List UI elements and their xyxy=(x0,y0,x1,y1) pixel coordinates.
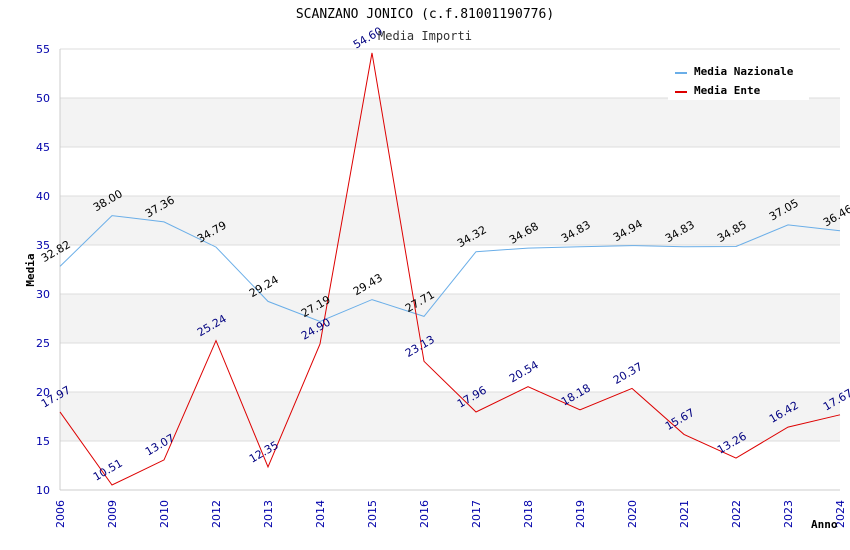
x-tick-label: 2020 xyxy=(626,500,639,528)
series-line-media-nazionale xyxy=(59,215,841,323)
grid-band xyxy=(60,196,840,245)
x-tick-label: 2014 xyxy=(314,500,327,528)
legend-label-media-ente: Media Ente xyxy=(694,84,761,97)
grid-band xyxy=(60,294,840,343)
series-group xyxy=(59,52,841,486)
grid-band xyxy=(60,98,840,147)
x-tick-label: 2023 xyxy=(782,500,795,528)
x-tick-label: 2016 xyxy=(418,500,431,528)
y-tick-label: 55 xyxy=(36,43,50,56)
y-axis-ticks: 10 15 20 25 30 35 40 45 50 55 xyxy=(36,43,50,497)
data-label: 12.35 xyxy=(247,439,281,466)
y-tick-label: 40 xyxy=(36,190,50,203)
y-tick-label: 25 xyxy=(36,337,50,350)
y-tick-label: 35 xyxy=(36,239,50,252)
x-tick-label: 2018 xyxy=(522,500,535,528)
x-tick-label: 2009 xyxy=(106,500,119,528)
y-axis-title: Media xyxy=(24,253,37,286)
x-tick-label: 2015 xyxy=(366,500,379,528)
x-axis-title: Anno xyxy=(811,518,838,531)
x-axis-ticks: 2006 2009 2010 2012 2013 2014 2015 2016 2017 2018… xyxy=(54,500,847,528)
grid-bands xyxy=(60,98,840,441)
legend-label-media-nazionale: Media Nazionale xyxy=(694,65,794,78)
x-tick-label: 2021 xyxy=(678,500,691,528)
y-tick-label: 20 xyxy=(36,386,50,399)
x-tick-label: 2019 xyxy=(574,500,587,528)
data-label: 20.54 xyxy=(507,358,541,385)
y-tick-label: 15 xyxy=(36,435,50,448)
x-tick-label: 2017 xyxy=(470,500,483,528)
x-tick-label: 2022 xyxy=(730,500,743,528)
data-label: 20.37 xyxy=(611,360,645,387)
x-tick-label: 2013 xyxy=(262,500,275,528)
legend-box xyxy=(668,58,809,100)
x-tick-label: 2012 xyxy=(210,500,223,528)
y-tick-label: 50 xyxy=(36,92,50,105)
series-line-media-ente xyxy=(59,52,841,486)
legend: Media Nazionale Media Ente xyxy=(668,58,809,100)
x-tick-label: 2006 xyxy=(54,500,67,528)
x-tick-label: 2010 xyxy=(158,500,171,528)
chart-title: SCANZANO JONICO (c.f.81001190776) xyxy=(296,7,554,22)
chart-subtitle: Media Importi xyxy=(378,29,472,43)
y-tick-label: 45 xyxy=(36,141,50,154)
grid-lines xyxy=(60,48,840,491)
grid-band xyxy=(60,392,840,441)
x-tick-label: 2024 xyxy=(834,500,847,528)
y-tick-label: 30 xyxy=(36,288,50,301)
y-tick-label: 10 xyxy=(36,484,50,497)
